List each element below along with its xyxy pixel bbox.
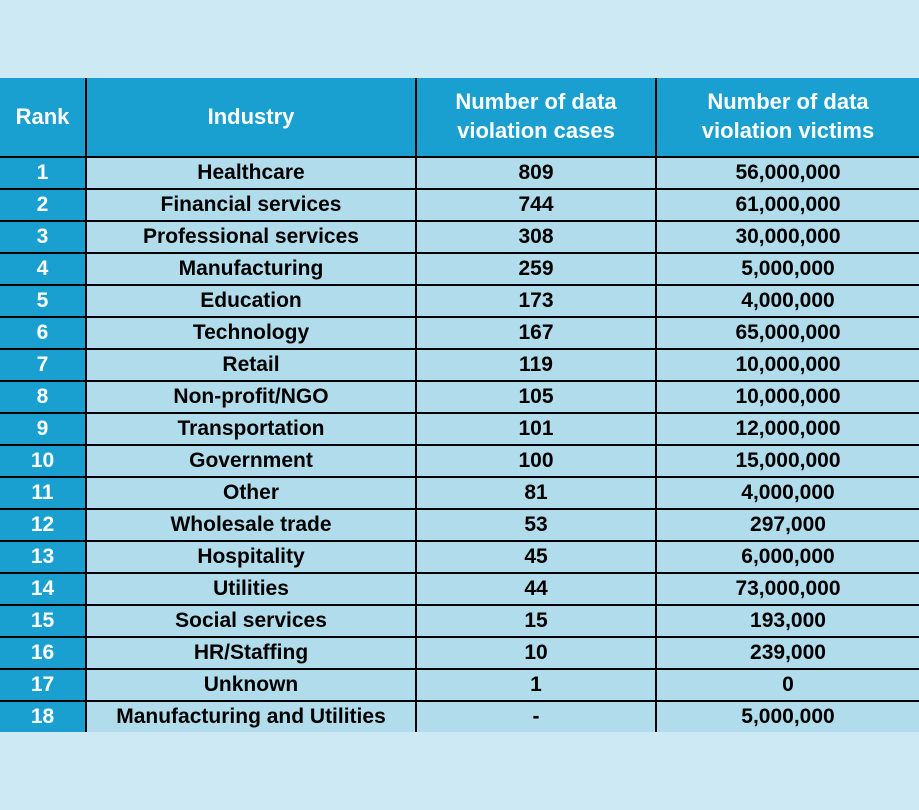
table-row: 4Manufacturing2595,000,000 bbox=[0, 253, 919, 285]
victims-cell: 10,000,000 bbox=[656, 349, 919, 381]
table-header: Rank Industry Number of data violation c… bbox=[0, 78, 919, 156]
industry-cell: Healthcare bbox=[86, 157, 416, 189]
victims-cell: 6,000,000 bbox=[656, 541, 919, 573]
column-header-cases: Number of data violation cases bbox=[416, 78, 656, 156]
data-violation-table-container: Rank Industry Number of data violation c… bbox=[0, 78, 919, 731]
rank-cell: 8 bbox=[0, 381, 86, 413]
table-row: 13Hospitality456,000,000 bbox=[0, 541, 919, 573]
cases-cell: 259 bbox=[416, 253, 656, 285]
data-violation-table: Rank Industry Number of data violation c… bbox=[0, 78, 919, 731]
rank-cell: 17 bbox=[0, 669, 86, 701]
column-header-rank: Rank bbox=[0, 78, 86, 156]
table-row: 16HR/Staffing10239,000 bbox=[0, 637, 919, 669]
rank-cell: 7 bbox=[0, 349, 86, 381]
column-header-victims: Number of data violation victims bbox=[656, 78, 919, 156]
industry-cell: Hospitality bbox=[86, 541, 416, 573]
rank-cell: 12 bbox=[0, 509, 86, 541]
cases-cell: 101 bbox=[416, 413, 656, 445]
table-row: 8Non-profit/NGO10510,000,000 bbox=[0, 381, 919, 413]
table-row: 5Education1734,000,000 bbox=[0, 285, 919, 317]
victims-cell: 193,000 bbox=[656, 605, 919, 637]
table-row: 11Other814,000,000 bbox=[0, 477, 919, 509]
rank-cell: 16 bbox=[0, 637, 86, 669]
cases-cell: 809 bbox=[416, 157, 656, 189]
cases-cell: 81 bbox=[416, 477, 656, 509]
industry-cell: Professional services bbox=[86, 221, 416, 253]
industry-cell: Retail bbox=[86, 349, 416, 381]
cases-cell: 308 bbox=[416, 221, 656, 253]
cases-cell: 15 bbox=[416, 605, 656, 637]
table-header-row: Rank Industry Number of data violation c… bbox=[0, 78, 919, 156]
rank-cell: 5 bbox=[0, 285, 86, 317]
rank-cell: 4 bbox=[0, 253, 86, 285]
victims-cell: 5,000,000 bbox=[656, 701, 919, 732]
rank-cell: 13 bbox=[0, 541, 86, 573]
victims-cell: 61,000,000 bbox=[656, 189, 919, 221]
cases-cell: - bbox=[416, 701, 656, 732]
industry-cell: Financial services bbox=[86, 189, 416, 221]
rank-cell: 15 bbox=[0, 605, 86, 637]
table-body: 1Healthcare80956,000,0002Financial servi… bbox=[0, 157, 919, 732]
industry-cell: Transportation bbox=[86, 413, 416, 445]
rank-cell: 14 bbox=[0, 573, 86, 605]
cases-cell: 44 bbox=[416, 573, 656, 605]
table-row: 2Financial services74461,000,000 bbox=[0, 189, 919, 221]
cases-cell: 1 bbox=[416, 669, 656, 701]
rank-cell: 1 bbox=[0, 157, 86, 189]
table-row: 10Government10015,000,000 bbox=[0, 445, 919, 477]
table-row: 7Retail11910,000,000 bbox=[0, 349, 919, 381]
victims-cell: 239,000 bbox=[656, 637, 919, 669]
cases-cell: 167 bbox=[416, 317, 656, 349]
victims-cell: 0 bbox=[656, 669, 919, 701]
table-row: 3Professional services30830,000,000 bbox=[0, 221, 919, 253]
table-row: 12Wholesale trade53297,000 bbox=[0, 509, 919, 541]
column-header-industry: Industry bbox=[86, 78, 416, 156]
table-row: 1Healthcare80956,000,000 bbox=[0, 157, 919, 189]
rank-cell: 9 bbox=[0, 413, 86, 445]
table-row: 15Social services15193,000 bbox=[0, 605, 919, 637]
table-row: 9Transportation10112,000,000 bbox=[0, 413, 919, 445]
cases-cell: 119 bbox=[416, 349, 656, 381]
industry-cell: HR/Staffing bbox=[86, 637, 416, 669]
victims-cell: 73,000,000 bbox=[656, 573, 919, 605]
cases-cell: 53 bbox=[416, 509, 656, 541]
industry-cell: Manufacturing bbox=[86, 253, 416, 285]
table-row: 17Unknown10 bbox=[0, 669, 919, 701]
industry-cell: Education bbox=[86, 285, 416, 317]
victims-cell: 15,000,000 bbox=[656, 445, 919, 477]
victims-cell: 4,000,000 bbox=[656, 285, 919, 317]
industry-cell: Utilities bbox=[86, 573, 416, 605]
victims-cell: 65,000,000 bbox=[656, 317, 919, 349]
table-row: 18Manufacturing and Utilities-5,000,000 bbox=[0, 701, 919, 732]
rank-cell: 6 bbox=[0, 317, 86, 349]
victims-cell: 56,000,000 bbox=[656, 157, 919, 189]
table-row: 6Technology16765,000,000 bbox=[0, 317, 919, 349]
cases-cell: 45 bbox=[416, 541, 656, 573]
industry-cell: Other bbox=[86, 477, 416, 509]
rank-cell: 10 bbox=[0, 445, 86, 477]
industry-cell: Social services bbox=[86, 605, 416, 637]
industry-cell: Wholesale trade bbox=[86, 509, 416, 541]
cases-cell: 100 bbox=[416, 445, 656, 477]
victims-cell: 4,000,000 bbox=[656, 477, 919, 509]
victims-cell: 10,000,000 bbox=[656, 381, 919, 413]
cases-cell: 744 bbox=[416, 189, 656, 221]
industry-cell: Unknown bbox=[86, 669, 416, 701]
victims-cell: 5,000,000 bbox=[656, 253, 919, 285]
industry-cell: Technology bbox=[86, 317, 416, 349]
cases-cell: 173 bbox=[416, 285, 656, 317]
victims-cell: 297,000 bbox=[656, 509, 919, 541]
table-row: 14Utilities4473,000,000 bbox=[0, 573, 919, 605]
rank-cell: 2 bbox=[0, 189, 86, 221]
industry-cell: Government bbox=[86, 445, 416, 477]
victims-cell: 30,000,000 bbox=[656, 221, 919, 253]
cases-cell: 105 bbox=[416, 381, 656, 413]
rank-cell: 18 bbox=[0, 701, 86, 732]
industry-cell: Manufacturing and Utilities bbox=[86, 701, 416, 732]
industry-cell: Non-profit/NGO bbox=[86, 381, 416, 413]
victims-cell: 12,000,000 bbox=[656, 413, 919, 445]
rank-cell: 11 bbox=[0, 477, 86, 509]
cases-cell: 10 bbox=[416, 637, 656, 669]
rank-cell: 3 bbox=[0, 221, 86, 253]
